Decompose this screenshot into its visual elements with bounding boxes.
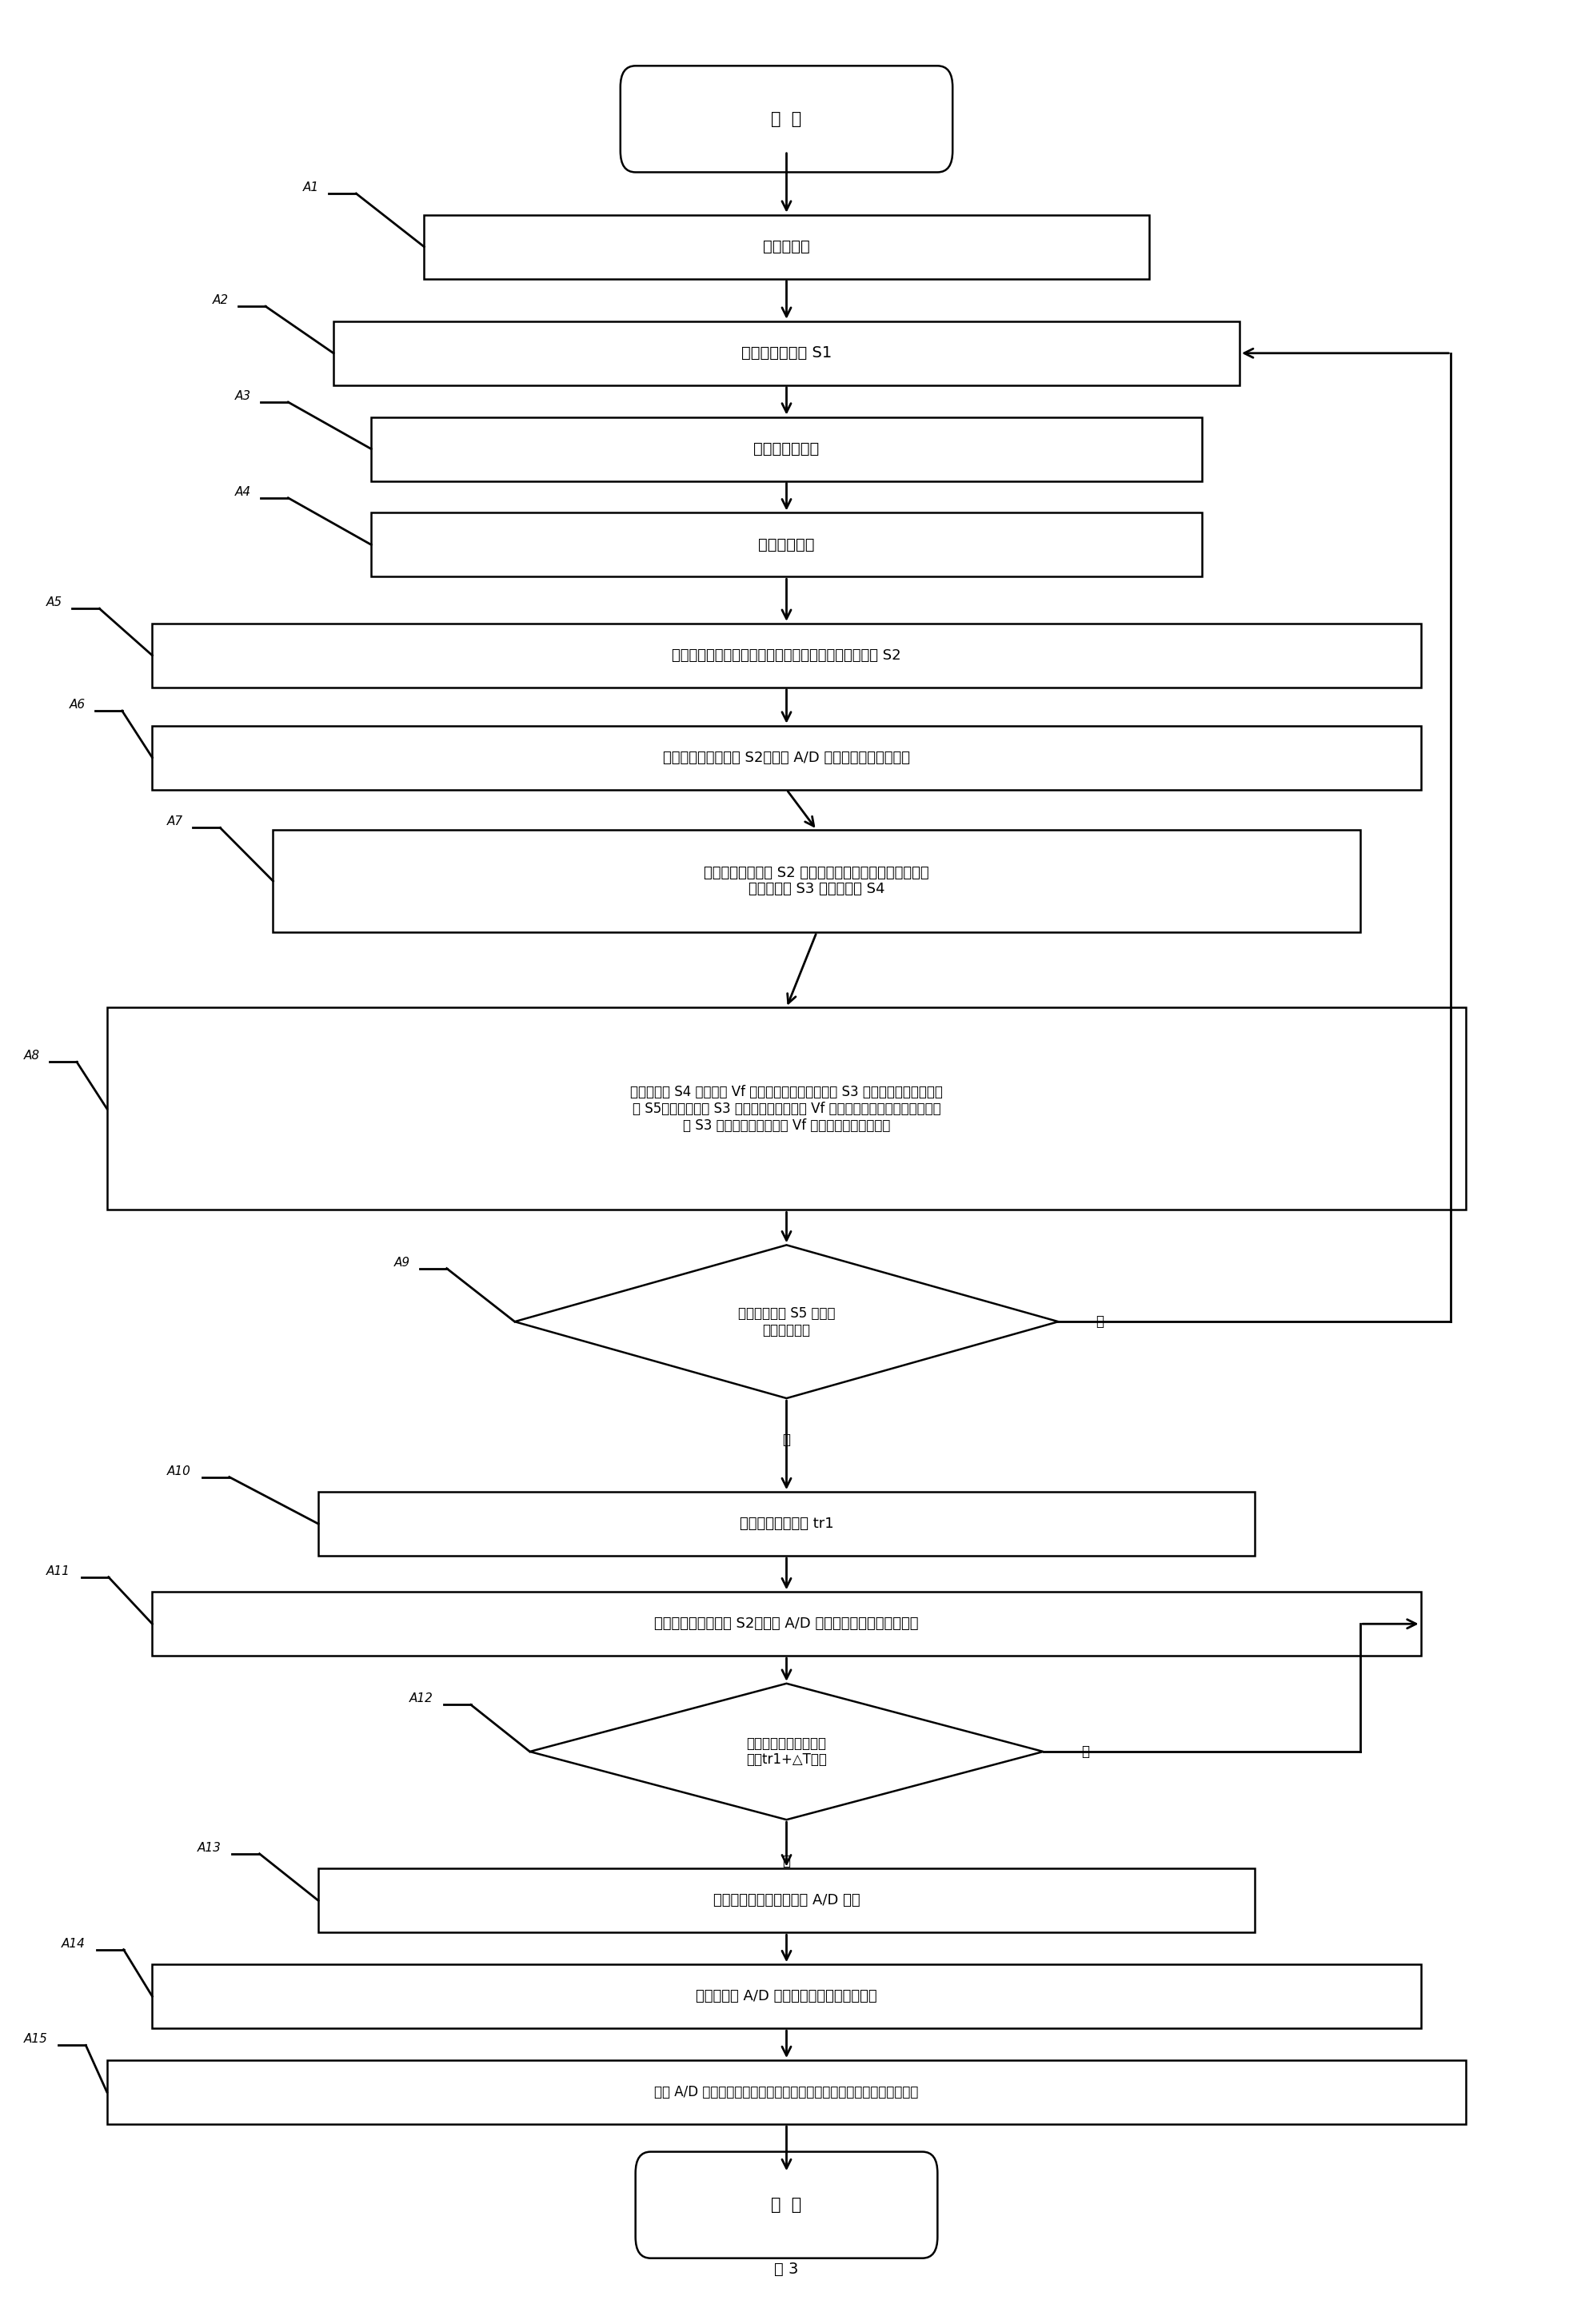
- Text: 发送超声波信号 S1: 发送超声波信号 S1: [741, 346, 832, 360]
- Bar: [371, 416, 1202, 481]
- Bar: [333, 321, 1240, 386]
- Bar: [153, 725, 1420, 790]
- Text: 否: 否: [1096, 1315, 1104, 1329]
- Text: 是: 是: [782, 1855, 791, 1868]
- Text: 记录计时器时间为 tr1: 记录计时器时间为 tr1: [739, 1518, 834, 1532]
- Text: 结  束: 结 束: [771, 2196, 802, 2212]
- Text: A11: A11: [47, 1564, 71, 1578]
- Text: A10: A10: [167, 1464, 192, 1478]
- Text: 图 3: 图 3: [774, 2261, 799, 2278]
- Text: 采集放大的回波信号 S2，进行 A/D 转换，并存储转换结果: 采集放大的回波信号 S2，进行 A/D 转换，并存储转换结果: [662, 751, 911, 765]
- Bar: [107, 1009, 1466, 1211]
- Text: A3: A3: [236, 390, 252, 402]
- FancyBboxPatch shape: [620, 65, 953, 172]
- FancyBboxPatch shape: [635, 2152, 938, 2259]
- Bar: [318, 1868, 1255, 1934]
- Text: A4: A4: [236, 486, 252, 497]
- Text: A6: A6: [69, 700, 85, 711]
- Text: 是: 是: [782, 1432, 791, 1448]
- Bar: [153, 1964, 1420, 2029]
- Text: 结束对放大的回波信号的 A/D 转换: 结束对放大的回波信号的 A/D 转换: [713, 1894, 860, 1908]
- Text: 接收回波信号: 接收回波信号: [758, 537, 815, 553]
- Polygon shape: [530, 1683, 1043, 1820]
- Text: 对放大的回波信号 S2 分别进行检波和峰值保持处理，得
到检波信号 S3 和峰值信号 S4: 对放大的回波信号 S2 分别进行检波和峰值保持处理，得 到检波信号 S3 和峰值…: [705, 865, 930, 897]
- Text: A15: A15: [24, 2034, 47, 2045]
- Text: 判断计时器时间是否超
过（tr1+△T）？: 判断计时器时间是否超 过（tr1+△T）？: [746, 1736, 827, 1766]
- Text: 分析存储的 A/D 转换结果，寻找回波起振点: 分析存储的 A/D 转换结果，寻找回波起振点: [695, 1989, 878, 2003]
- Bar: [153, 623, 1420, 688]
- Text: 判断脉冲信号 S5 是否是
高电平信号？: 判断脉冲信号 S5 是否是 高电平信号？: [738, 1306, 835, 1336]
- Bar: [318, 1492, 1255, 1555]
- Bar: [371, 514, 1202, 576]
- Text: 计时器开始计时: 计时器开始计时: [753, 442, 820, 456]
- Bar: [425, 214, 1148, 279]
- Text: A14: A14: [61, 1938, 85, 1950]
- Text: 根据 A/D 转换电路的转换速度，计算起振点的时间，获得测量到的距离: 根据 A/D 转换电路的转换速度，计算起振点的时间，获得测量到的距离: [654, 2085, 919, 2099]
- Text: A8: A8: [24, 1050, 39, 1062]
- Text: 否: 否: [1081, 1745, 1089, 1759]
- Text: A13: A13: [198, 1843, 222, 1855]
- Text: 以峰值信号 S4 的分压值 Vf 作为参考电压与检波信号 S3 进行比较，得到电平信
号 S5，当检波信号 S3 的值大于所述分压值 Vf 时，得到高电平信号，: 以峰值信号 S4 的分压值 Vf 作为参考电压与检波信号 S3 进行比较，得到电…: [631, 1085, 942, 1132]
- Text: A1: A1: [304, 181, 319, 193]
- Text: 开  始: 开 始: [771, 112, 802, 128]
- Text: 采集放大的回波信号 S2，进行 A/D 转换处理，并存储转换结果: 采集放大的回波信号 S2，进行 A/D 转换处理，并存储转换结果: [654, 1618, 919, 1631]
- Bar: [153, 1592, 1420, 1655]
- Text: A2: A2: [212, 295, 228, 307]
- Bar: [274, 830, 1361, 932]
- Bar: [107, 2061, 1466, 2124]
- Text: A9: A9: [393, 1257, 411, 1269]
- Polygon shape: [514, 1246, 1059, 1399]
- Text: A5: A5: [47, 597, 63, 609]
- Text: 系统初始化: 系统初始化: [763, 239, 810, 253]
- Text: A12: A12: [409, 1692, 433, 1706]
- Text: A7: A7: [167, 816, 184, 827]
- Text: 对回波信号进行滤波、程控放大，得到放大的回波信号 S2: 对回波信号进行滤波、程控放大，得到放大的回波信号 S2: [672, 648, 901, 662]
